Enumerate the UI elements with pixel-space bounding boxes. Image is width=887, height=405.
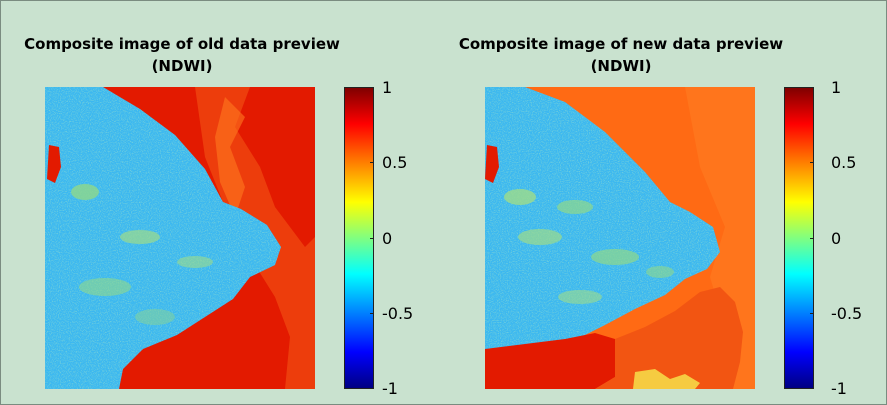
new-panel-title-line1: Composite image of new data preview [458,35,784,53]
new-colorbar-tick-1: 1 [831,78,842,97]
new-panel-title-line2: (NDWI) [590,57,652,75]
old-panel-title-line1: Composite image of old data preview [24,35,340,53]
new-colorbar-tick-0.5: 0.5 [831,153,857,172]
old-colorbar-tick-1: 1 [382,78,393,97]
new-data-ndwi-image [485,87,755,389]
new-colorbar-tick-0: 0 [831,229,842,248]
old-colorbar-tick-minus-0.5: -0.5 [382,304,414,323]
old-colorbar-tick-0.5: 0.5 [382,153,408,172]
new-colorbar [784,87,814,389]
new-colorbar-tick-minus-1: -1 [831,379,847,398]
new-colorbar-tick-minus-0.5: -0.5 [831,304,863,323]
old-data-ndwi-image [45,87,315,389]
old-colorbar-tick-minus-1: -1 [382,379,398,398]
old-colorbar-tick-0: 0 [382,229,393,248]
old-panel-title-line2: (NDWI) [151,57,213,75]
old-panel-title: Composite image of old data preview (NDW… [1,33,363,77]
new-panel-title: Composite image of new data preview (NDW… [436,33,806,77]
